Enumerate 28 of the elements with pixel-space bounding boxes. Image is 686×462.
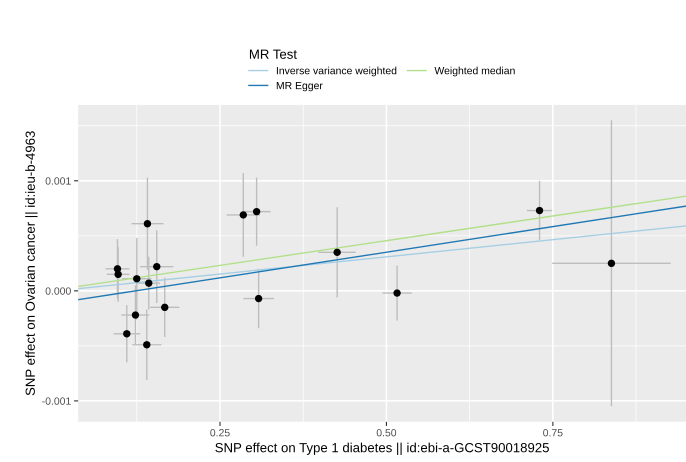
point xyxy=(536,206,544,214)
y-tick-label: 0.001 xyxy=(46,177,71,185)
point xyxy=(252,208,260,216)
point xyxy=(608,260,616,268)
x-tick-label: 0.50 xyxy=(376,429,396,436)
x-tick-label: 0.25 xyxy=(210,429,230,436)
point xyxy=(254,294,262,302)
point xyxy=(161,304,168,312)
point xyxy=(333,248,341,256)
point xyxy=(153,262,160,270)
legend-label: MR Egger xyxy=(276,82,323,92)
y-tick-label: -0.001 xyxy=(42,397,71,405)
point xyxy=(132,311,140,319)
point xyxy=(145,279,152,287)
legend-title: MR Test xyxy=(250,50,297,59)
point xyxy=(143,341,150,348)
point xyxy=(144,220,152,228)
x-tick-label: 0.75 xyxy=(543,429,563,436)
y-axis-title: SNP effect on Ovarian cancer || id:ieu-b-4963 xyxy=(25,131,38,396)
point xyxy=(393,289,401,297)
point xyxy=(123,330,130,338)
legend-label: Inverse variance weighted xyxy=(276,66,396,76)
y-tick-label: 0.000 xyxy=(46,287,71,295)
legend-label: Weighted median xyxy=(434,66,515,76)
point xyxy=(114,270,122,278)
point xyxy=(240,211,247,219)
x-axis-title: SNP effect on Type 1 diabetes || id:ebi-a-GCST90018925 xyxy=(215,442,549,455)
point xyxy=(133,275,140,282)
